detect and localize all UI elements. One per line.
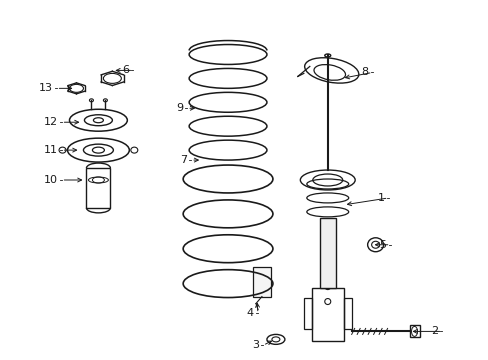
Bar [408, 325, 419, 337]
Text: 7: 7 [180, 155, 187, 165]
Text: 13: 13 [39, 84, 52, 93]
Text: 8: 8 [361, 67, 368, 77]
Text: 4: 4 [246, 309, 253, 319]
Bar [343, 298, 351, 329]
Bar [86, 168, 110, 208]
Text: 11: 11 [43, 145, 58, 155]
Text: 9: 9 [176, 103, 183, 113]
Text: 10: 10 [43, 175, 58, 185]
Bar [311, 288, 343, 341]
Text: 5: 5 [379, 240, 386, 250]
Text: 12: 12 [43, 117, 58, 127]
Text: 6: 6 [122, 66, 129, 76]
Bar [303, 298, 311, 329]
Text: 1: 1 [377, 193, 384, 203]
Ellipse shape [324, 54, 330, 57]
Text: 2: 2 [430, 327, 438, 336]
Bar [319, 218, 335, 288]
Text: 3: 3 [251, 340, 259, 350]
Bar [252, 267, 270, 297]
